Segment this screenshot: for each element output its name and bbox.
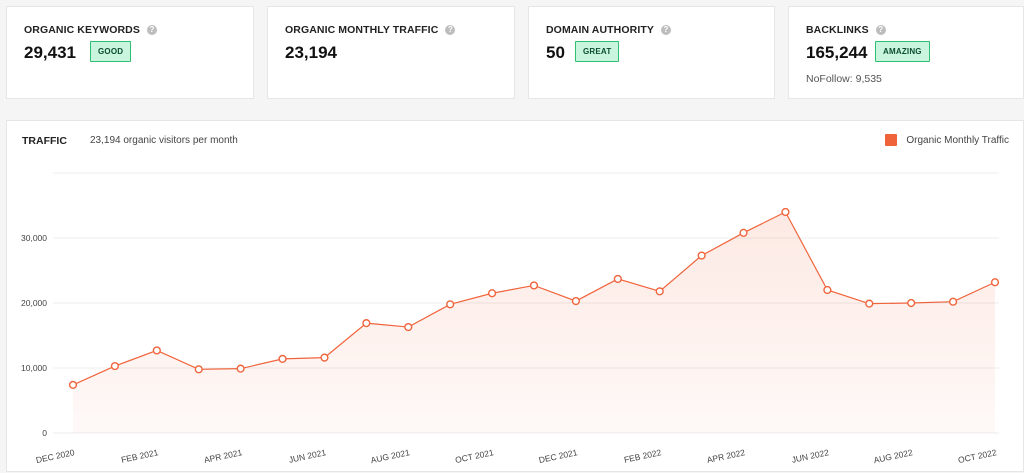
kpi-value: 23,194 [285, 43, 337, 62]
data-point [823, 285, 832, 295]
y-tick-label: 20,000 [21, 298, 47, 308]
data-point [907, 298, 916, 308]
kpi-card-backlinks: BACKLINKS ? 165,244 AMAZING NoFollow: 9,… [788, 6, 1024, 99]
help-icon[interactable]: ? [660, 25, 671, 35]
status-badge: GOOD [90, 41, 132, 62]
data-point [571, 296, 581, 306]
data-point [278, 354, 287, 364]
data-point [320, 353, 329, 362]
x-tick-label: APR 2022 [706, 447, 746, 465]
kpi-value: 50 [546, 43, 565, 62]
data-point [613, 274, 622, 284]
y-tick-label: 10,000 [21, 363, 47, 373]
data-point [487, 289, 497, 298]
data-point [236, 364, 245, 373]
x-tick-label: APR 2021 [203, 447, 243, 465]
kpi-value: 29,431 [24, 43, 76, 62]
nofollow-count: NoFollow: 9,535 [806, 73, 882, 85]
data-point [404, 322, 413, 332]
help-icon[interactable]: ? [146, 25, 157, 35]
x-tick-label: FEB 2022 [623, 447, 662, 465]
x-tick-label: JUN 2022 [791, 447, 830, 465]
data-point [68, 380, 78, 390]
y-tick-label: 30,000 [21, 233, 47, 243]
data-point [446, 300, 455, 309]
status-badge: GREAT [575, 41, 620, 62]
kpi-label: BACKLINKS [806, 24, 869, 36]
data-point [990, 278, 1000, 287]
data-point [697, 251, 706, 260]
data-point [194, 365, 203, 374]
help-icon[interactable]: ? [445, 25, 456, 35]
x-tick-label: JUN 2021 [288, 447, 327, 465]
data-point [362, 319, 371, 328]
traffic-chart: 0 10,000 20,000 30,000 DEC 2020 FEB 2021 APR 2… [21, 172, 1000, 465]
data-point [529, 281, 539, 290]
y-tick-label: 0 [42, 428, 47, 438]
traffic-title: TRAFFIC [22, 135, 67, 147]
data-point [655, 287, 664, 296]
legend-label: Organic Monthly Traffic [906, 134, 1009, 146]
series-area [73, 212, 995, 433]
x-tick-label: FEB 2021 [120, 447, 159, 465]
data-point [781, 207, 790, 217]
data-point [110, 361, 120, 371]
x-tick-label: OCT 2022 [957, 447, 998, 465]
kpi-value: 165,244 [806, 43, 868, 62]
kpi-label: ORGANIC KEYWORDS [24, 24, 140, 36]
kpi-card-organic-monthly-traffic: ORGANIC MONTHLY TRAFFIC ? 23,194 [267, 6, 515, 99]
legend-swatch [885, 134, 898, 146]
kpi-label: DOMAIN AUTHORITY [546, 24, 654, 36]
x-tick-label: OCT 2021 [454, 447, 495, 465]
kpi-card-domain-authority: DOMAIN AUTHORITY ? 50 GREAT [528, 6, 775, 99]
x-tick-label: AUG 2022 [873, 447, 914, 465]
x-tick-label: DEC 2020 [35, 447, 76, 465]
kpi-label: ORGANIC MONTHLY TRAFFIC [285, 24, 439, 36]
traffic-panel: TRAFFIC 23,194 organic visitors per mont… [6, 120, 1024, 472]
x-tick-label: DEC 2021 [538, 447, 579, 465]
x-tick-label: AUG 2021 [370, 447, 411, 465]
data-point [152, 346, 161, 355]
status-badge: AMAZING [875, 41, 930, 62]
data-point [948, 297, 958, 306]
kpi-card-organic-keywords: ORGANIC KEYWORDS ? 29,431 GOOD [6, 6, 254, 99]
traffic-subtitle: 23,194 organic visitors per month [90, 135, 238, 146]
help-icon[interactable]: ? [875, 25, 886, 35]
chart-legend[interactable]: Organic Monthly Traffic [885, 134, 1009, 146]
data-point [739, 228, 748, 237]
data-point [865, 299, 874, 308]
